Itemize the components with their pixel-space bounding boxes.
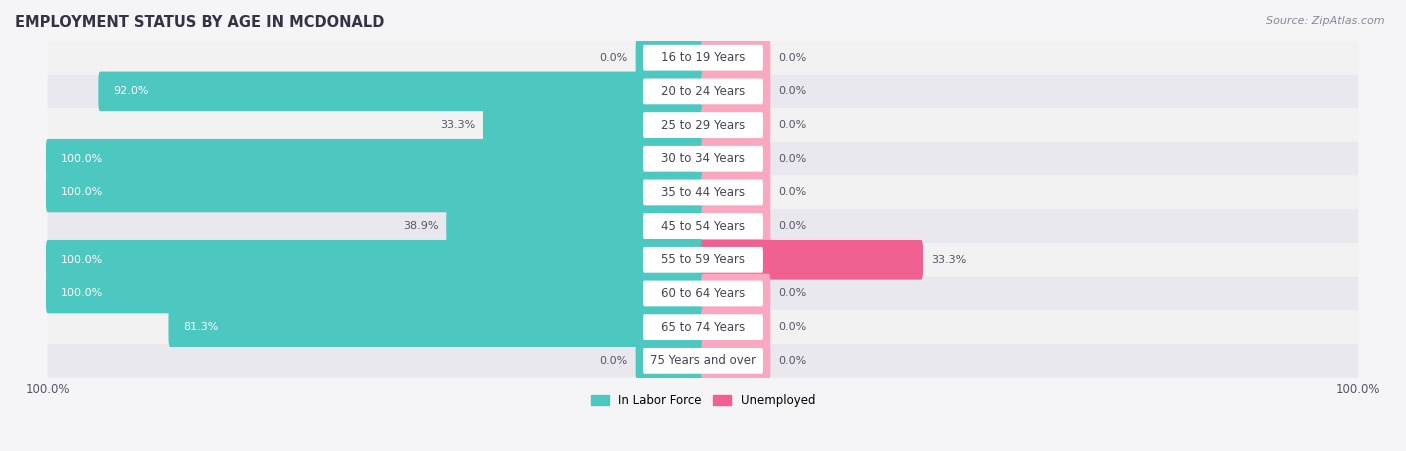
Text: 0.0%: 0.0% [779, 289, 807, 299]
Text: 25 to 29 Years: 25 to 29 Years [661, 119, 745, 132]
Text: 75 Years and over: 75 Years and over [650, 354, 756, 368]
FancyBboxPatch shape [46, 173, 704, 212]
FancyBboxPatch shape [46, 139, 704, 179]
Text: 81.3%: 81.3% [183, 322, 219, 332]
Text: 0.0%: 0.0% [779, 188, 807, 198]
Text: 0.0%: 0.0% [779, 322, 807, 332]
FancyBboxPatch shape [643, 314, 763, 340]
Text: 0.0%: 0.0% [779, 87, 807, 97]
FancyBboxPatch shape [46, 274, 704, 313]
FancyBboxPatch shape [48, 344, 1358, 377]
Text: Source: ZipAtlas.com: Source: ZipAtlas.com [1267, 16, 1385, 26]
Text: 60 to 64 Years: 60 to 64 Years [661, 287, 745, 300]
FancyBboxPatch shape [643, 45, 763, 71]
FancyBboxPatch shape [48, 108, 1358, 142]
FancyBboxPatch shape [702, 38, 770, 78]
Text: 100.0%: 100.0% [60, 255, 103, 265]
Text: 20 to 24 Years: 20 to 24 Years [661, 85, 745, 98]
FancyBboxPatch shape [702, 139, 770, 179]
FancyBboxPatch shape [643, 213, 763, 239]
Text: 30 to 34 Years: 30 to 34 Years [661, 152, 745, 165]
FancyBboxPatch shape [643, 348, 763, 374]
Text: 38.9%: 38.9% [402, 221, 439, 231]
Text: 16 to 19 Years: 16 to 19 Years [661, 51, 745, 64]
FancyBboxPatch shape [643, 247, 763, 273]
FancyBboxPatch shape [702, 341, 770, 381]
FancyBboxPatch shape [643, 179, 763, 205]
FancyBboxPatch shape [702, 206, 770, 246]
FancyBboxPatch shape [643, 78, 763, 104]
FancyBboxPatch shape [702, 173, 770, 212]
FancyBboxPatch shape [48, 209, 1358, 243]
FancyBboxPatch shape [48, 175, 1358, 209]
FancyBboxPatch shape [48, 74, 1358, 108]
FancyBboxPatch shape [169, 307, 704, 347]
FancyBboxPatch shape [48, 41, 1358, 74]
Text: 0.0%: 0.0% [779, 120, 807, 130]
Text: 100.0%: 100.0% [60, 154, 103, 164]
FancyBboxPatch shape [702, 307, 770, 347]
FancyBboxPatch shape [643, 112, 763, 138]
FancyBboxPatch shape [46, 240, 704, 280]
FancyBboxPatch shape [48, 142, 1358, 175]
FancyBboxPatch shape [702, 105, 770, 145]
FancyBboxPatch shape [636, 341, 704, 381]
Text: 55 to 59 Years: 55 to 59 Years [661, 253, 745, 266]
Text: 100.0%: 100.0% [60, 289, 103, 299]
Text: 0.0%: 0.0% [599, 356, 627, 366]
FancyBboxPatch shape [48, 276, 1358, 310]
Text: 45 to 54 Years: 45 to 54 Years [661, 220, 745, 233]
Text: 33.3%: 33.3% [440, 120, 475, 130]
Text: 0.0%: 0.0% [779, 154, 807, 164]
Text: 92.0%: 92.0% [114, 87, 149, 97]
Text: 35 to 44 Years: 35 to 44 Years [661, 186, 745, 199]
Text: EMPLOYMENT STATUS BY AGE IN MCDONALD: EMPLOYMENT STATUS BY AGE IN MCDONALD [15, 15, 384, 30]
Legend: In Labor Force, Unemployed: In Labor Force, Unemployed [586, 390, 820, 412]
Text: 0.0%: 0.0% [779, 53, 807, 63]
FancyBboxPatch shape [702, 274, 770, 313]
Text: 33.3%: 33.3% [931, 255, 966, 265]
FancyBboxPatch shape [636, 38, 704, 78]
Text: 100.0%: 100.0% [60, 188, 103, 198]
Text: 65 to 74 Years: 65 to 74 Years [661, 321, 745, 334]
Text: 0.0%: 0.0% [779, 221, 807, 231]
FancyBboxPatch shape [484, 105, 704, 145]
Text: 0.0%: 0.0% [599, 53, 627, 63]
FancyBboxPatch shape [446, 206, 704, 246]
FancyBboxPatch shape [98, 72, 704, 111]
Text: 0.0%: 0.0% [779, 356, 807, 366]
FancyBboxPatch shape [702, 72, 770, 111]
FancyBboxPatch shape [702, 240, 922, 280]
FancyBboxPatch shape [48, 243, 1358, 276]
FancyBboxPatch shape [48, 310, 1358, 344]
FancyBboxPatch shape [643, 281, 763, 306]
FancyBboxPatch shape [643, 146, 763, 172]
